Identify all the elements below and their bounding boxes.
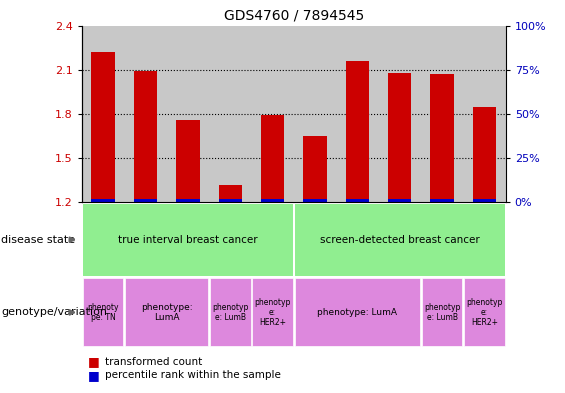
Text: phenoty
pe: TN: phenoty pe: TN [88, 303, 119, 322]
Text: disease state: disease state [1, 235, 75, 245]
Bar [295, 204, 505, 275]
Bar [336, 26, 379, 202]
Bar [463, 26, 506, 202]
Bar [421, 26, 463, 202]
Bar [210, 279, 250, 346]
Bar [261, 116, 284, 202]
Bar [303, 136, 327, 202]
Text: ■: ■ [88, 369, 99, 382]
Text: percentile rank within the sample: percentile rank within the sample [105, 370, 280, 380]
Text: genotype/variation: genotype/variation [1, 307, 107, 318]
Text: true interval breast cancer: true interval breast cancer [118, 235, 258, 245]
Bar [92, 198, 115, 202]
Bar [473, 198, 496, 202]
Bar [82, 204, 293, 275]
Bar [303, 198, 327, 202]
Bar [346, 198, 369, 202]
Bar [82, 279, 123, 346]
Text: phenotyp
e: LumB: phenotyp e: LumB [424, 303, 460, 322]
Bar [388, 73, 411, 202]
Bar [464, 279, 505, 346]
Bar [82, 26, 124, 202]
Text: phenotype:
LumA: phenotype: LumA [141, 303, 193, 322]
Title: GDS4760 / 7894545: GDS4760 / 7894545 [224, 9, 364, 23]
Text: phenotyp
e: LumB: phenotyp e: LumB [212, 303, 249, 322]
Text: screen-detected breast cancer: screen-detected breast cancer [320, 235, 480, 245]
Bar [134, 71, 157, 202]
Bar [261, 198, 284, 202]
Bar [125, 279, 208, 346]
Bar [379, 26, 421, 202]
Bar [251, 26, 294, 202]
Bar [431, 198, 454, 202]
Bar [252, 279, 293, 346]
Text: transformed count: transformed count [105, 356, 202, 367]
Bar [431, 74, 454, 202]
Bar [124, 26, 167, 202]
Text: ■: ■ [88, 355, 99, 368]
Bar [295, 279, 420, 346]
Text: phenotyp
e:
HER2+: phenotyp e: HER2+ [254, 298, 291, 327]
Bar [219, 198, 242, 202]
Bar [421, 279, 462, 346]
Bar [176, 120, 199, 202]
Bar [219, 185, 242, 202]
Text: phenotyp
e:
HER2+: phenotyp e: HER2+ [466, 298, 503, 327]
Bar [176, 198, 199, 202]
Text: phenotype: LumA: phenotype: LumA [318, 308, 397, 317]
Bar [473, 107, 496, 202]
Bar [388, 198, 411, 202]
Bar [294, 26, 336, 202]
Bar [167, 26, 209, 202]
Bar [209, 26, 251, 202]
Bar [346, 61, 369, 202]
Bar [134, 198, 157, 202]
Bar [92, 52, 115, 202]
